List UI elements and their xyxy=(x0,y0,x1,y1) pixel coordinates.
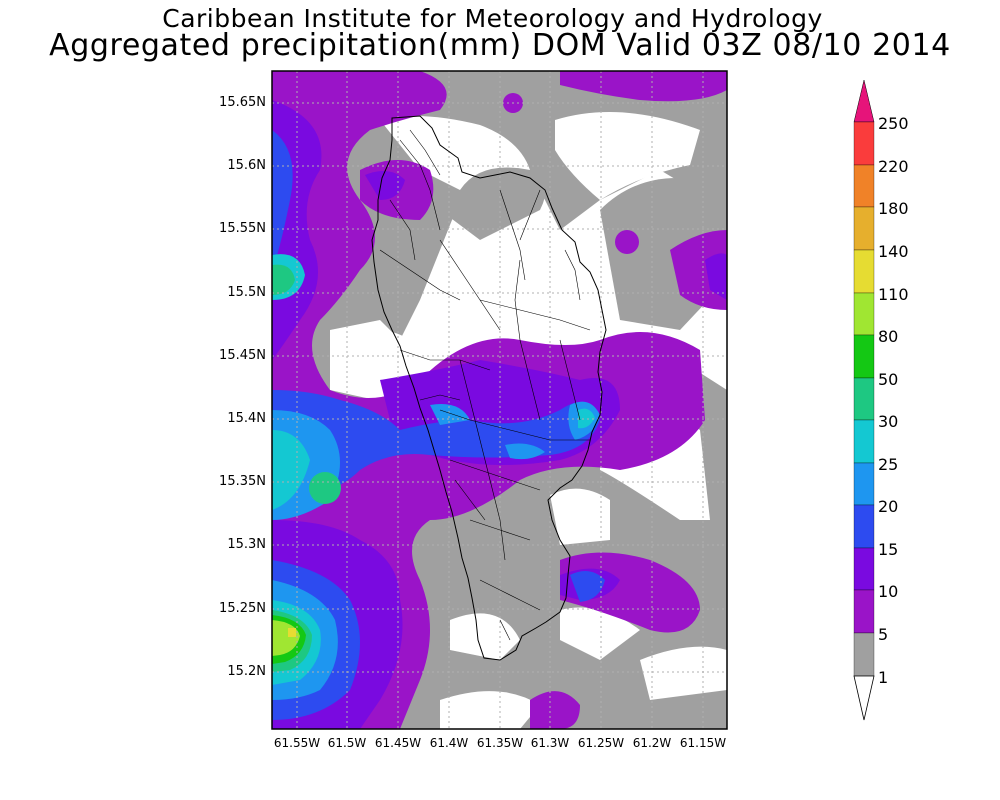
lon-label: 61.25W xyxy=(577,736,625,750)
lon-label: 61.15W xyxy=(679,736,727,750)
lat-label: 15.5N xyxy=(227,285,266,300)
island-internal-lines xyxy=(379,129,591,641)
colorbar-label: 80 xyxy=(878,327,899,346)
island-outline xyxy=(371,115,607,661)
colorbar-label: 220 xyxy=(878,157,909,176)
colorbar-label: 250 xyxy=(878,114,909,133)
lat-label: 15.35N xyxy=(219,474,266,489)
colorbar-label: 180 xyxy=(878,199,909,218)
lon-label: 61.55W xyxy=(273,736,321,750)
title-line-2: Aggregated precipitation(mm) DOM Valid 0… xyxy=(49,28,951,63)
title-line-1: Caribbean Institute for Meteorology and … xyxy=(162,4,823,33)
colorbar-label: 25 xyxy=(878,455,899,474)
lon-label: 61.5W xyxy=(327,736,367,750)
lat-label: 15.4N xyxy=(227,411,266,426)
lat-label: 15.65N xyxy=(219,95,266,110)
colorbar-label: 10 xyxy=(878,582,899,601)
colorbar-label: 15 xyxy=(878,540,899,559)
lat-label: 15.45N xyxy=(219,348,266,363)
colorbar-label: 30 xyxy=(878,412,899,431)
lat-label: 15.55N xyxy=(219,221,266,236)
lat-label: 15.2N xyxy=(227,664,266,679)
lat-label: 15.25N xyxy=(219,601,266,616)
lon-label: 61.4W xyxy=(429,736,469,750)
colorbar-label: 110 xyxy=(878,285,909,304)
precipitation-field xyxy=(272,71,727,729)
colorbar-label: 5 xyxy=(878,625,889,644)
lon-label: 61.45W xyxy=(374,736,422,750)
plot-frame xyxy=(271,70,728,730)
lat-label: 15.3N xyxy=(227,537,266,552)
colorbar xyxy=(853,79,875,721)
lon-label: 61.3W xyxy=(530,736,570,750)
lon-label: 61.35W xyxy=(476,736,524,750)
grid-lines xyxy=(272,71,727,729)
lon-label: 61.2W xyxy=(632,736,672,750)
colorbar-label: 1 xyxy=(878,668,889,687)
lat-label: 15.6N xyxy=(227,158,266,173)
colorbar-label: 20 xyxy=(878,497,899,516)
colorbar-label: 140 xyxy=(878,242,909,261)
colorbar-label: 50 xyxy=(878,370,899,389)
